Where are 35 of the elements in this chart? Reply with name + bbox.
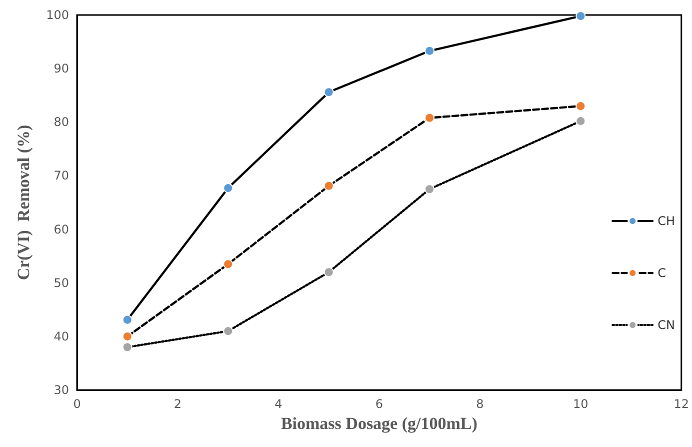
x-tick-label: 12 bbox=[674, 397, 690, 411]
point bbox=[424, 46, 435, 56]
point bbox=[122, 342, 132, 352]
legend-label: C bbox=[658, 266, 666, 280]
y-axis-title: Cr(VI) Removal (%) bbox=[14, 124, 33, 280]
x-axis-title: Biomass Dosage (g/100mL) bbox=[280, 414, 478, 433]
point bbox=[576, 11, 586, 22]
y-tick-label: 30 bbox=[54, 383, 69, 397]
y-tick-label: 90 bbox=[54, 62, 69, 76]
x-tick-label: 0 bbox=[73, 397, 81, 411]
x-tick-label: 2 bbox=[174, 397, 182, 411]
legend-label: CH bbox=[658, 214, 676, 228]
point bbox=[223, 183, 234, 194]
x-tick-label: 6 bbox=[375, 397, 384, 411]
x-tick-label: 8 bbox=[476, 397, 484, 411]
point bbox=[223, 259, 234, 270]
y-tick-label: 70 bbox=[54, 168, 69, 183]
point bbox=[576, 116, 586, 126]
y-tick-label: 60 bbox=[54, 222, 69, 236]
y-tick-label: 80 bbox=[54, 115, 69, 130]
y-tick-label: 50 bbox=[54, 276, 69, 290]
point bbox=[223, 326, 234, 336]
point bbox=[324, 180, 334, 191]
point bbox=[324, 267, 334, 278]
x-tick-label: 4 bbox=[274, 397, 282, 411]
point bbox=[122, 314, 132, 325]
y-tick-label: 40 bbox=[54, 329, 69, 344]
point bbox=[424, 112, 435, 123]
point bbox=[122, 331, 132, 342]
legend-label: CN bbox=[658, 318, 675, 332]
point bbox=[576, 101, 586, 112]
point bbox=[324, 87, 334, 98]
x-tick-label: 10 bbox=[572, 397, 588, 411]
y-tick-label: 100 bbox=[46, 8, 69, 22]
point bbox=[424, 184, 435, 194]
